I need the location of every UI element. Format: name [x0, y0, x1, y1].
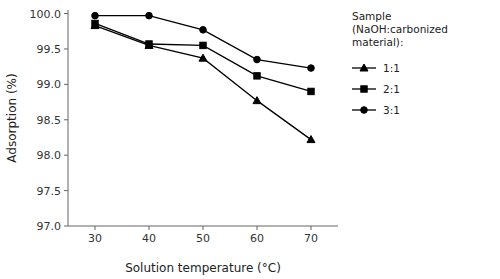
y-tick-label: 98.5 — [37, 114, 62, 127]
x-tick — [95, 226, 96, 230]
y-tick — [64, 155, 68, 156]
series-line — [95, 16, 311, 68]
series-2 — [92, 12, 315, 71]
data-point — [200, 27, 207, 34]
legend-label: 2:1 — [383, 83, 400, 95]
legend-title-line: (NaOH:carbonized — [352, 23, 448, 35]
y-tick-label: 97.0 — [37, 220, 62, 233]
x-tick — [311, 226, 312, 230]
data-point — [253, 97, 261, 104]
data-point — [254, 73, 260, 79]
data-point — [146, 12, 153, 19]
data-point — [145, 41, 153, 48]
y-tick-label: 99.0 — [37, 78, 62, 91]
x-tick — [203, 226, 204, 230]
y-axis-line — [68, 10, 69, 226]
series-line — [95, 23, 311, 91]
y-tick — [64, 84, 68, 85]
data-point — [200, 42, 206, 48]
data-point — [146, 41, 152, 47]
data-point — [254, 56, 261, 63]
legend-label: 1:1 — [383, 62, 400, 74]
legend-marker — [361, 107, 368, 114]
y-tick — [64, 48, 68, 49]
legend: Sample(NaOH:carbonizedmaterial): 1:1 2:1 3:… — [352, 10, 448, 116]
y-tick-label: 97.5 — [37, 185, 62, 198]
y-tick-label: 100.0 — [30, 8, 62, 21]
x-tick — [149, 226, 150, 230]
x-tick-label: 40 — [142, 232, 156, 245]
series-0 — [91, 22, 315, 143]
y-tick — [64, 226, 68, 227]
y-tick — [64, 13, 68, 14]
y-tick-label: 99.5 — [37, 43, 62, 56]
legend-title-line: material): — [352, 36, 403, 48]
legend-marker — [360, 64, 368, 71]
legend-label: 3:1 — [383, 104, 400, 116]
data-point — [92, 12, 99, 19]
legend-title: Sample(NaOH:carbonizedmaterial): — [352, 10, 448, 48]
series-1 — [92, 20, 314, 94]
x-tick — [257, 226, 258, 230]
data-point — [307, 136, 315, 143]
data-point — [92, 20, 98, 26]
y-axis-label: Adsorption (%) — [5, 73, 19, 162]
x-tick-label: 50 — [196, 232, 210, 245]
legend-marker — [361, 86, 367, 92]
y-tick — [64, 119, 68, 120]
x-tick-label: 60 — [250, 232, 264, 245]
x-tick-label: 30 — [88, 232, 102, 245]
data-point — [308, 88, 314, 94]
plot-area — [91, 12, 315, 142]
data-point — [199, 54, 207, 61]
legend-title-line: Sample — [352, 10, 391, 22]
y-tick — [64, 190, 68, 191]
x-axis-label: Solution temperature (°C) — [125, 261, 281, 275]
x-tick-label: 70 — [304, 232, 318, 245]
y-tick-label: 98.0 — [37, 149, 62, 162]
data-point — [308, 65, 315, 72]
